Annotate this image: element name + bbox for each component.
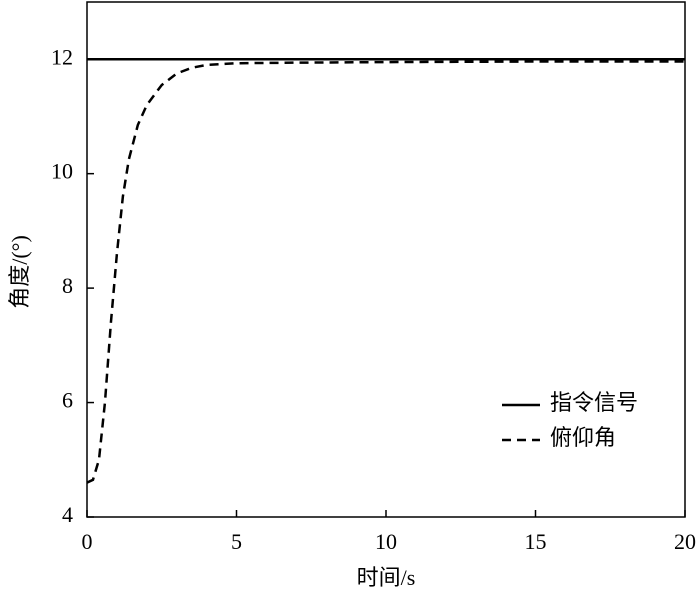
y-tick-label: 4 [62,502,73,527]
y-tick-label: 8 [62,273,73,298]
x-tick-label: 20 [674,529,696,554]
legend-label: 俯仰角 [550,425,616,450]
y-tick-label: 10 [51,159,73,184]
y-tick-label: 6 [62,388,73,413]
legend-label: 指令信号 [550,390,638,415]
y-axis-label: 角度/(°) [7,235,32,309]
x-tick-label: 0 [82,529,93,554]
y-tick-label: 12 [51,44,73,69]
x-tick-label: 10 [375,529,397,554]
x-tick-label: 5 [231,529,242,554]
series-line [86,60,685,484]
x-tick-label: 15 [525,529,547,554]
x-axis-label: 时间/s [357,565,416,590]
